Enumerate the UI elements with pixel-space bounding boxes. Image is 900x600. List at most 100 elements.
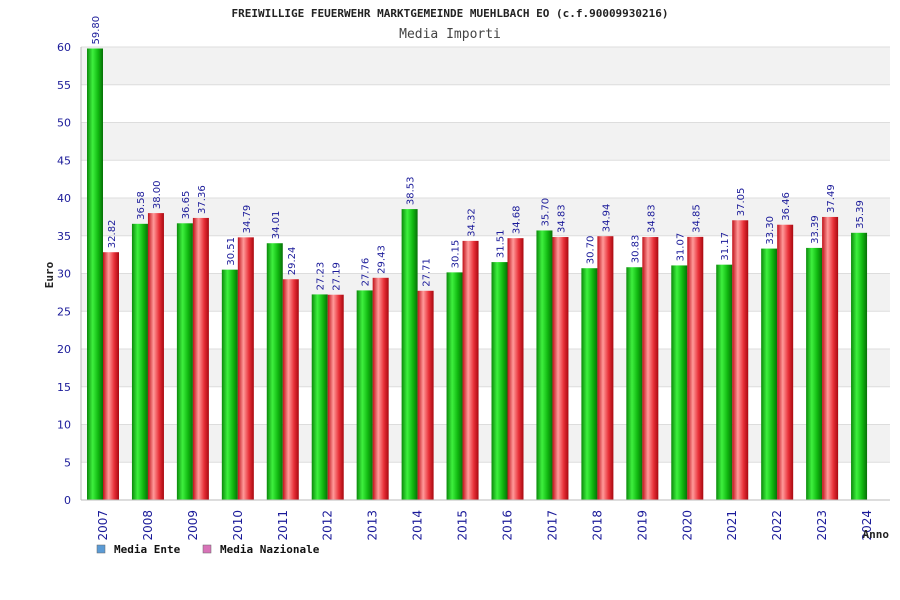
x-tick-label: 2009 [186, 510, 200, 541]
x-tick-label: 2019 [635, 510, 649, 541]
bar-media-ente [131, 223, 148, 501]
bar-media-nazionale [103, 252, 119, 500]
legend-swatch-media-nazionale [202, 544, 212, 554]
bar-media-nazionale [642, 237, 659, 500]
bar-media-ente [87, 48, 103, 500]
x-tick-label: 2010 [231, 510, 245, 541]
bar-media-nazionale [822, 216, 839, 500]
y-tick-label: 45 [57, 154, 71, 167]
y-tick-label: 35 [57, 230, 71, 243]
bar-media-nazionale [507, 238, 524, 500]
x-tick-label: 2022 [770, 510, 784, 541]
bar-media-ente [536, 230, 553, 500]
y-tick-label: 20 [57, 343, 71, 356]
x-axis-title: Anno [863, 528, 890, 541]
axes: 0 5 10 15 20 25 30 35 40 45 50 55 60 2007 2008 2009 2010… [57, 41, 890, 541]
data-label-media-nazionale: 37.49 [826, 184, 837, 213]
data-label-media-ente: 30.70 [585, 236, 596, 265]
bar-media-ente [806, 247, 823, 500]
data-label-media-ente: 34.01 [271, 211, 282, 240]
bar-media-ente [851, 232, 868, 501]
bar-media-nazionale [147, 213, 164, 500]
y-tick-label: 50 [57, 117, 71, 130]
grid-band [81, 349, 890, 387]
bar-media-nazionale [417, 290, 434, 500]
data-label-media-nazionale: 27.19 [332, 262, 343, 291]
bar-media-nazionale [732, 220, 749, 500]
data-label-media-nazionale: 34.83 [556, 204, 567, 233]
x-tick-label: 2017 [545, 510, 559, 541]
bar-media-nazionale [552, 237, 569, 500]
x-tick-label: 2014 [411, 510, 425, 541]
legend: Media Ente Media Nazionale [96, 543, 320, 556]
bars [87, 48, 868, 501]
data-label-media-nazionale: 38.00 [152, 180, 163, 209]
bar-media-ente [401, 209, 418, 500]
y-tick-label: 40 [57, 192, 71, 205]
bar-media-ente [176, 223, 193, 501]
data-labels: 59.80 32.82 36.58 38.00 36.65 37.36 30.51 34.79… [91, 16, 866, 291]
y-tick-label: 30 [57, 268, 71, 281]
data-label-media-ente: 27.76 [361, 258, 372, 287]
data-label-media-nazionale: 29.24 [287, 247, 298, 276]
x-tick-label: 2018 [590, 510, 604, 541]
data-label-media-ente: 30.15 [451, 240, 462, 269]
grid-band [81, 198, 890, 236]
grid-band [81, 235, 890, 274]
bar-media-nazionale [372, 277, 389, 500]
x-tick-label: 2021 [725, 510, 739, 541]
x-tick-label: 2008 [141, 510, 155, 541]
data-label-media-ente: 31.51 [496, 229, 507, 258]
data-label-media-nazionale: 34.79 [242, 205, 253, 234]
grid-band [81, 84, 890, 123]
x-tick-label: 2012 [321, 510, 335, 541]
data-label-media-nazionale: 34.32 [467, 208, 478, 237]
data-label-media-ente: 59.80 [91, 16, 102, 45]
data-label-media-ente: 30.83 [630, 235, 641, 264]
y-tick-label: 55 [57, 79, 71, 92]
chart-subtitle: Media Importi [399, 27, 501, 42]
data-label-media-nazionale: 29.43 [377, 245, 388, 274]
bar-media-nazionale [687, 236, 704, 500]
x-tick-label: 2024 [860, 510, 874, 541]
bar-media-nazionale [777, 224, 794, 501]
data-label-media-nazionale: 34.68 [512, 206, 523, 235]
bar-media-ente [761, 248, 778, 500]
x-tick-label: 2011 [276, 510, 290, 541]
chart-title: FREIWILLIGE FEUERWEHR MARKTGEMEINDE MUEH… [231, 7, 668, 20]
grid-band [81, 160, 890, 198]
bar-media-nazionale [282, 279, 299, 500]
bar-media-ente [311, 294, 328, 500]
bar-media-nazionale [192, 217, 209, 500]
bar-media-ente [356, 290, 373, 500]
data-label-media-nazionale: 36.46 [781, 192, 792, 221]
bar-media-nazionale [597, 236, 614, 500]
y-tick-label: 15 [57, 381, 71, 394]
legend-label-media-nazionale: Media Nazionale [220, 543, 320, 556]
grid-band [81, 424, 890, 463]
bar-media-nazionale [462, 240, 479, 500]
data-label-media-ente: 31.17 [720, 232, 731, 261]
data-label-media-ente: 38.53 [406, 176, 417, 205]
data-label-media-ente: 35.70 [540, 198, 551, 227]
bar-media-ente [221, 269, 238, 500]
data-label-media-ente: 36.58 [136, 191, 147, 220]
y-axis-title: Euro [43, 261, 56, 288]
data-label-media-nazionale: 34.85 [691, 204, 702, 233]
data-label-media-ente: 31.07 [675, 233, 686, 262]
data-label-media-ente: 33.30 [765, 216, 776, 245]
data-label-media-ente: 35.39 [855, 200, 866, 229]
grid-band [81, 47, 890, 85]
bar-media-ente [716, 264, 733, 500]
y-tick-label: 60 [57, 41, 71, 54]
grid-band [81, 273, 890, 312]
x-tick-label: 2015 [456, 510, 470, 541]
data-label-media-nazionale: 37.36 [197, 185, 208, 214]
bar-media-nazionale [237, 237, 254, 500]
data-label-media-nazionale: 34.94 [601, 204, 612, 233]
grid-band [81, 462, 890, 500]
y-tick-label: 25 [57, 305, 71, 318]
bar-media-ente [671, 265, 688, 500]
data-label-media-ente: 30.51 [226, 237, 237, 266]
